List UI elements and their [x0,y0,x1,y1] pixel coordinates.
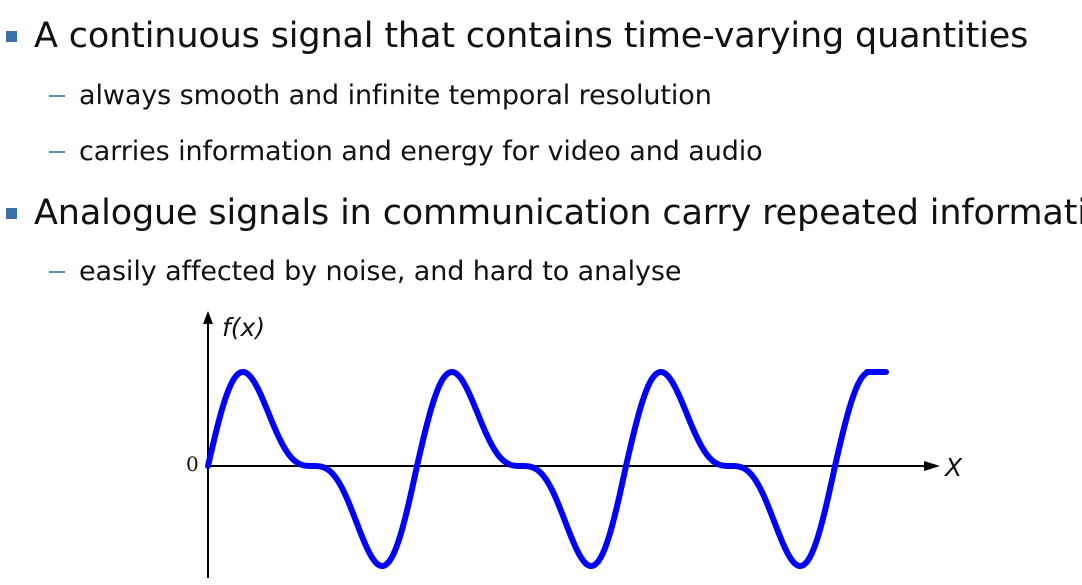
dash-bullet-icon [49,151,65,153]
y-axis-arrow-icon [203,311,213,324]
dash-bullet-icon [49,95,65,97]
square-bullet-icon [6,208,17,219]
sub-bullet-text: always smooth and infinite temporal reso… [79,80,712,111]
x-axis-label: X [945,453,963,482]
y-axis-label: f(x) [222,313,266,342]
square-bullet-icon [6,31,17,42]
sub-bullet-text: carries information and energy for video… [79,136,763,167]
bullet-text: A continuous signal that contains time-v… [34,16,1029,56]
origin-label: 0 [186,452,199,476]
sub-bullet-text: easily affected by noise, and hard to an… [79,256,682,287]
x-axis-arrow-icon [924,461,940,471]
dash-bullet-icon [49,271,65,273]
bullet-text: Analogue signals in communication carry … [34,193,1082,233]
signal-waveform [205,369,889,569]
signal-diagram [203,311,940,578]
